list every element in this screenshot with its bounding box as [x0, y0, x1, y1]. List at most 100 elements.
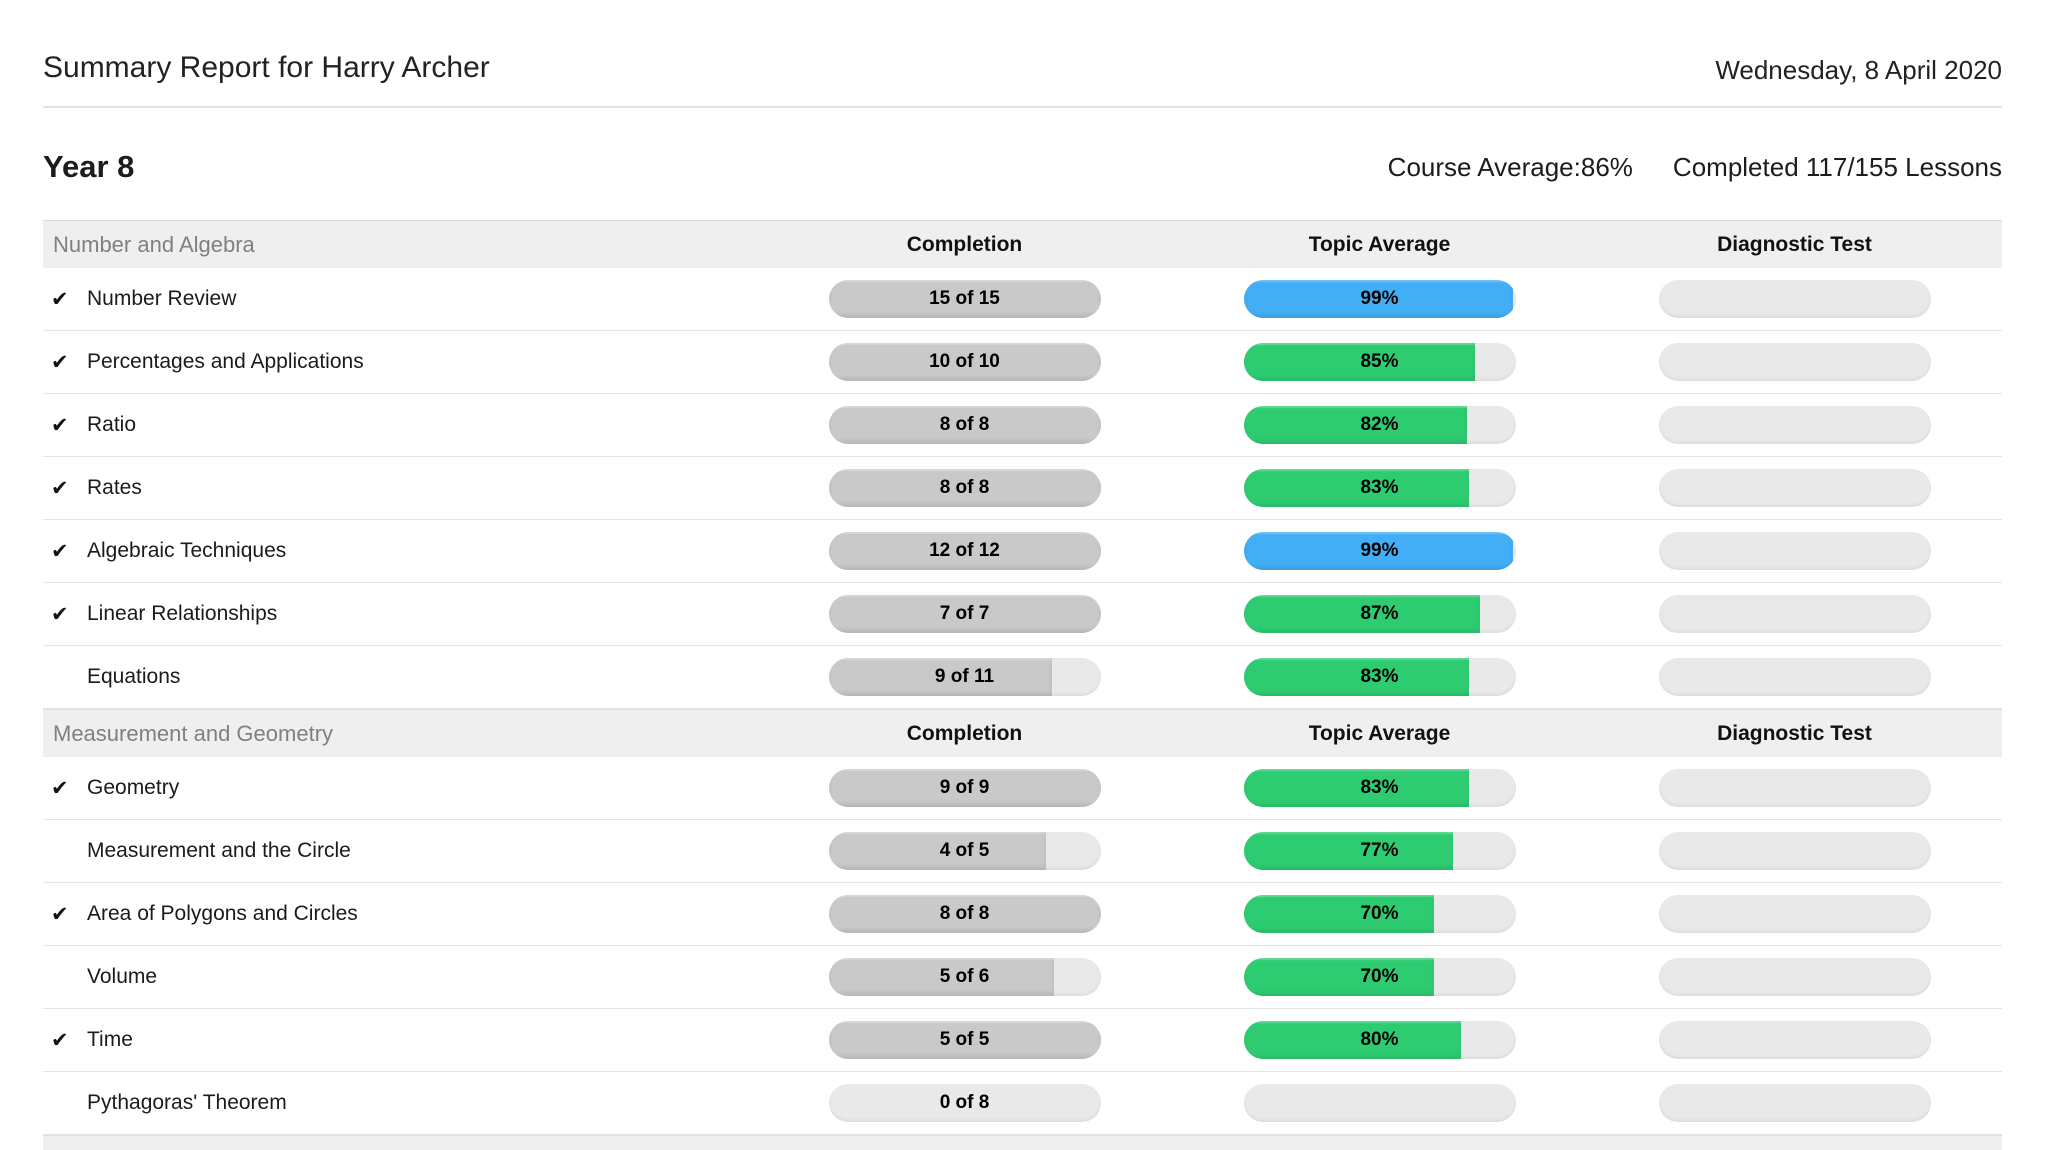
- topic-average-pill-fill: [1243, 658, 1470, 696]
- topic-average-pill: 70%: [1243, 958, 1516, 996]
- completion-pill: 5 of 5: [828, 1021, 1101, 1059]
- completion-pill-fill: [828, 832, 1047, 870]
- topic-label: Number Review: [87, 287, 237, 310]
- section-title: Number and Algebra: [53, 231, 255, 257]
- completion-pill-fill: [828, 958, 1055, 996]
- table-row: ✔ Number Review 15 of 15 99%: [43, 268, 2002, 331]
- topic-average-pill-fill: [1243, 769, 1470, 807]
- topic-average-pill-fill: [1243, 280, 1513, 318]
- table-row: ✔ Rates 8 of 8 83%: [43, 457, 2002, 520]
- diagnostic-pill: [1658, 406, 1931, 444]
- course-header: Year 8 Course Average:86% Completed 117/…: [43, 144, 2002, 190]
- page-title: Summary Report for Harry Archer: [43, 51, 490, 84]
- diagnostic-pill: [1658, 958, 1931, 996]
- course-title: Year 8: [43, 149, 135, 184]
- topic-average-pill: 83%: [1243, 658, 1516, 696]
- topic-average-pill: 77%: [1243, 832, 1516, 870]
- topic-average-pill-fill: [1243, 595, 1481, 633]
- column-header-completion: Completion: [906, 721, 1023, 745]
- completion-pill-value: 9 of 11: [934, 666, 995, 687]
- completion-pill: 5 of 6: [828, 958, 1101, 996]
- topic-average-pill: 99%: [1243, 532, 1516, 570]
- completion-pill-value: 8 of 8: [939, 903, 990, 924]
- report-date: Wednesday, 8 April 2020: [1715, 55, 2002, 85]
- completion-pill: 7 of 7: [828, 595, 1101, 633]
- topic-average-pill: 85%: [1243, 343, 1516, 381]
- topic-label: Ratio: [87, 413, 137, 436]
- topic-label: Geometry: [87, 776, 180, 799]
- table-row: Equations 9 of 11 83%: [43, 646, 2002, 709]
- completion-pill-value: 12 of 12: [929, 540, 1000, 561]
- topic-average-pill: 83%: [1243, 469, 1516, 507]
- topic-average-pill-value: 99%: [1360, 540, 1399, 561]
- topic-average-pill-fill: [1243, 469, 1470, 507]
- next-section-band-partial: [43, 1135, 2002, 1150]
- topic-label: Measurement and the Circle: [87, 839, 351, 862]
- topic-label: Pythagoras' Theorem: [87, 1091, 287, 1114]
- topic-average-pill-fill: [1243, 895, 1434, 933]
- report-table: Number and Algebra Completion Topic Aver…: [43, 220, 2002, 1135]
- topic-label: Algebraic Techniques: [87, 539, 287, 562]
- topic-average-pill: 70%: [1243, 895, 1516, 933]
- topic-average-pill-fill: [1243, 406, 1467, 444]
- table-row: ✔ Linear Relationships 7 of 7 87%: [43, 583, 2002, 646]
- course-completed: Completed 117/155 Lessons: [1672, 151, 2002, 182]
- diagnostic-pill: [1658, 532, 1931, 570]
- completion-pill: 15 of 15: [828, 280, 1101, 318]
- diagnostic-pill: [1658, 1021, 1931, 1059]
- diagnostic-pill: [1658, 769, 1931, 807]
- completion-pill-fill: [828, 532, 1101, 570]
- course-stats: Course Average:86% Completed 117/155 Les…: [1388, 152, 2002, 183]
- table-row: ✔ Area of Polygons and Circles 8 of 8 70…: [43, 883, 2002, 946]
- topic-average-pill-value: 77%: [1360, 840, 1399, 861]
- completion-pill-value: 10 of 10: [929, 351, 1000, 372]
- completion-pill-value: 9 of 9: [939, 777, 990, 798]
- table-row: Volume 5 of 6 70%: [43, 946, 2002, 1009]
- completion-pill-fill: [828, 1021, 1101, 1059]
- diagnostic-pill: [1658, 895, 1931, 933]
- completion-pill-value: 8 of 8: [939, 414, 990, 435]
- diagnostic-pill: [1658, 832, 1931, 870]
- topic-label: Time: [87, 1028, 133, 1051]
- topic-average-pill: 83%: [1243, 769, 1516, 807]
- course-average: Course Average:86%: [1387, 151, 1633, 182]
- topic-average-pill-value: 85%: [1360, 351, 1399, 372]
- diagnostic-pill: [1658, 343, 1931, 381]
- section-title: Measurement and Geometry: [53, 720, 334, 746]
- topic-average-pill-fill: [1243, 958, 1434, 996]
- completion-pill: 12 of 12: [828, 532, 1101, 570]
- section-header-row: Number and Algebra Completion Topic Aver…: [43, 220, 2002, 268]
- completion-pill: 10 of 10: [828, 343, 1101, 381]
- topic-average-pill-value: 80%: [1360, 1029, 1399, 1050]
- topic-average-pill-value: 70%: [1360, 966, 1399, 987]
- completion-pill: 4 of 5: [828, 832, 1101, 870]
- topic-label: Area of Polygons and Circles: [87, 902, 358, 925]
- table-row: ✔ Time 5 of 5 80%: [43, 1009, 2002, 1072]
- check-icon: ✔: [51, 902, 69, 926]
- check-icon: ✔: [51, 602, 69, 626]
- completion-pill-fill: [828, 595, 1101, 633]
- topic-average-pill: 87%: [1243, 595, 1516, 633]
- completion-pill-fill: [828, 469, 1101, 507]
- topic-label: Volume: [87, 965, 158, 988]
- diagnostic-pill: [1658, 595, 1931, 633]
- table-row: Measurement and the Circle 4 of 5 77%: [43, 820, 2002, 883]
- report-header: Summary Report for Harry Archer Wednesda…: [43, 0, 2002, 108]
- topic-average-pill-value: 83%: [1360, 777, 1399, 798]
- table-row: ✔ Percentages and Applications 10 of 10 …: [43, 331, 2002, 394]
- diagnostic-pill: [1658, 1084, 1931, 1122]
- completion-pill-value: 0 of 8: [939, 1092, 990, 1113]
- topic-average-pill-value: 83%: [1360, 666, 1399, 687]
- check-icon: ✔: [51, 776, 69, 800]
- topic-label: Linear Relationships: [87, 602, 278, 625]
- check-icon: ✔: [51, 1028, 69, 1052]
- diagnostic-pill: [1658, 469, 1931, 507]
- topic-average-pill: 82%: [1243, 406, 1516, 444]
- topic-label: Rates: [87, 476, 142, 499]
- check-icon: ✔: [51, 350, 69, 374]
- completion-pill-value: 5 of 5: [939, 1029, 990, 1050]
- topic-average-pill-value: 82%: [1360, 414, 1399, 435]
- completion-pill-value: 7 of 7: [939, 603, 990, 624]
- completion-pill-value: 5 of 6: [939, 966, 990, 987]
- check-icon: ✔: [51, 539, 69, 563]
